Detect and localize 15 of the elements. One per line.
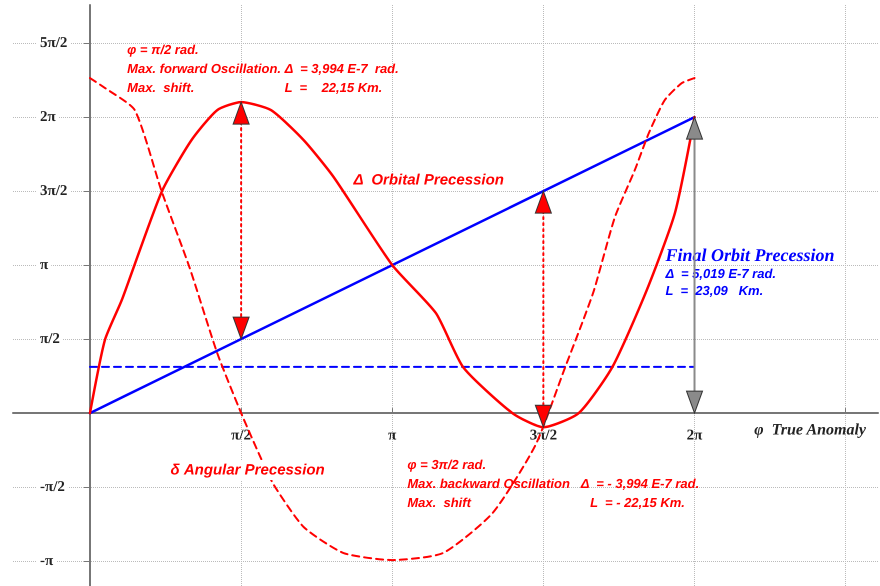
- series-label: Δ Orbital Precession: [352, 172, 504, 189]
- annotation: φ = π/2 rad. Max. forward Oscillation. Δ = 3,994 E-7 rad. Max. shift. L = 22,15 Km.: [127, 42, 399, 96]
- y-tick-label: π/2: [40, 331, 60, 348]
- y-tick-label: 2π: [40, 108, 56, 125]
- x-tick-label: π: [388, 428, 398, 444]
- x-tick-label: 2π: [686, 428, 704, 444]
- y-tick-label: 3π/2: [40, 183, 68, 200]
- y-tick-label: -π/2: [40, 479, 65, 496]
- x-tick-label: 3π/2: [530, 428, 558, 444]
- series-label: δ Angular Precession: [170, 462, 325, 479]
- x-axis-title: φ True Anomaly: [754, 422, 867, 439]
- y-tick-label: -π: [40, 553, 54, 570]
- y-tick-label: 5π/2: [40, 34, 68, 51]
- y-tick-label: π: [40, 257, 49, 274]
- annotation: φ = 3π/2 rad. Max. backward Oscillation Δ = - 3,994 E-7 rad. Max. shift L = - 22,15 Km.: [407, 457, 700, 510]
